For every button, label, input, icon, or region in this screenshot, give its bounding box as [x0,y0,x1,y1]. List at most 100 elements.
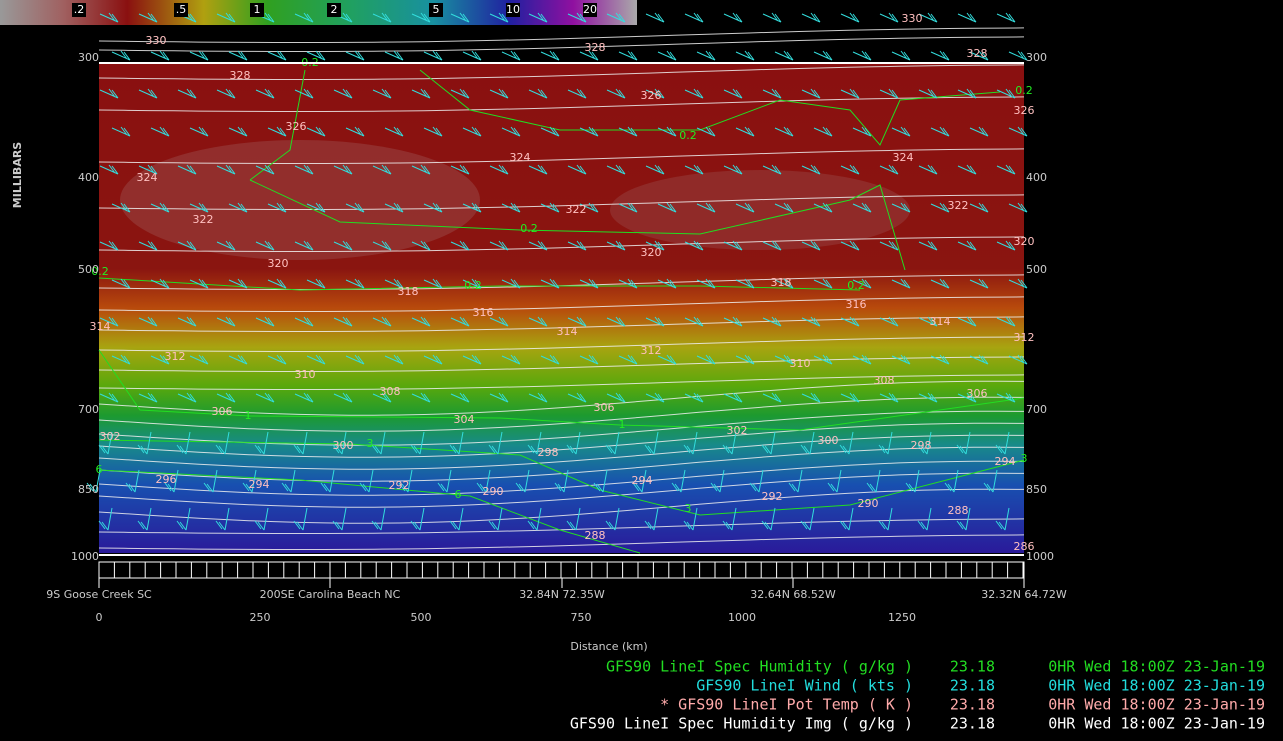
wind-barb [749,469,764,493]
wind-barb [645,392,665,403]
wind-barb [255,316,275,327]
wind-barb [411,316,431,327]
wind-barb [528,88,548,99]
pot-temp-label: 316 [846,298,867,311]
humidity-label: 3 [1021,452,1028,465]
colorbar-label: 20 [583,3,597,16]
wind-barb [527,507,542,531]
wind-barb [294,240,314,251]
pot-temp-label: 298 [911,439,932,452]
wind-barb [840,240,860,251]
wind-barb [735,50,755,61]
pot-temp-label: 326 [1014,104,1035,117]
pot-temp-label: 308 [380,385,401,398]
pot-temp-label: 288 [948,504,969,517]
wind-barb [489,88,509,99]
wind-barb [216,392,236,403]
wind-barb [528,240,548,251]
wind-barb [125,469,140,493]
wind-barb [684,392,704,403]
pot-temp-label: 324 [893,151,914,164]
wind-barb [527,431,542,455]
pressure-label: 700 [78,403,99,416]
wind-barb [930,354,950,365]
wind-barb [359,469,374,493]
wind-barb [501,354,521,365]
pressure-label-right: 500 [1026,263,1047,276]
wind-barb [462,50,482,61]
wind-barb [762,164,782,175]
wind-barb [840,88,860,99]
pot-temp-contour [98,488,1025,524]
wind-barb [918,240,938,251]
wind-barb [761,431,776,455]
humidity-contour [98,469,641,554]
wind-barb [917,431,932,455]
pot-temp-label: 322 [566,203,587,216]
location-label: 32.64N 68.52W [750,588,836,601]
wind-barb [216,316,236,327]
humidity-label: 6 [96,463,103,476]
wind-barb [410,431,425,455]
wind-barb [1008,50,1028,61]
wind-barb [450,240,470,251]
wind-barb [177,316,197,327]
wind-barb [657,354,677,365]
wind-barb [372,316,392,327]
wind-barb [423,354,443,365]
wind-barb [762,12,782,23]
wind-barb [579,126,599,137]
wind-barb [735,278,755,289]
wind-barb [723,316,743,327]
wind-barb [645,164,665,175]
wind-barb [372,164,392,175]
wind-barb [657,202,677,213]
pot-temp-label: 312 [165,350,186,363]
wind-barb [969,50,989,61]
wind-barb [138,240,158,251]
wind-barb [852,278,872,289]
wind-barb [593,469,608,493]
wind-barb [293,431,308,455]
location-label: 200SE Carolina Beach NC [260,588,401,601]
wind-barb [788,469,803,493]
wind-barb [879,12,899,23]
wind-barb [111,50,131,61]
wind-barb [189,202,209,213]
pot-temp-contour [98,148,1025,164]
colorbar-label-bg [174,3,188,17]
wind-barb [111,126,131,137]
wind-barb [345,50,365,61]
wind-barb [762,392,782,403]
pot-temp-label: 318 [771,276,792,289]
wind-barb [801,316,821,327]
legend-value: 23.18 [950,715,995,733]
wind-barb [879,392,899,403]
pot-temp-contour [98,96,1025,112]
wind-barb [618,202,638,213]
pot-temp-contour [98,36,1025,52]
wind-barb [540,50,560,61]
wind-barb [267,354,287,365]
wind-barb [488,431,503,455]
wind-barb [333,164,353,175]
wind-barb [294,164,314,175]
pressure-label-right: 1000 [1026,550,1054,563]
wind-barb [774,202,794,213]
wind-barb [554,469,569,493]
wind-barb [644,507,659,531]
wind-barb [177,392,197,403]
wind-barb [137,431,152,455]
pot-temp-contour [98,518,1025,534]
wind-barb [489,12,509,23]
wind-barb [645,316,665,327]
pot-temp-label: 324 [510,151,531,164]
wind-barb [189,354,209,365]
wind-barb [567,240,587,251]
pot-temp-label: 304 [454,413,475,426]
wind-barb [839,507,854,531]
colorbar-label: 10 [506,3,520,16]
legend-time: 0HR Wed 18:00Z 23-Jan-19 [1048,696,1265,714]
wind-barb [801,164,821,175]
wind-barb [813,126,833,137]
